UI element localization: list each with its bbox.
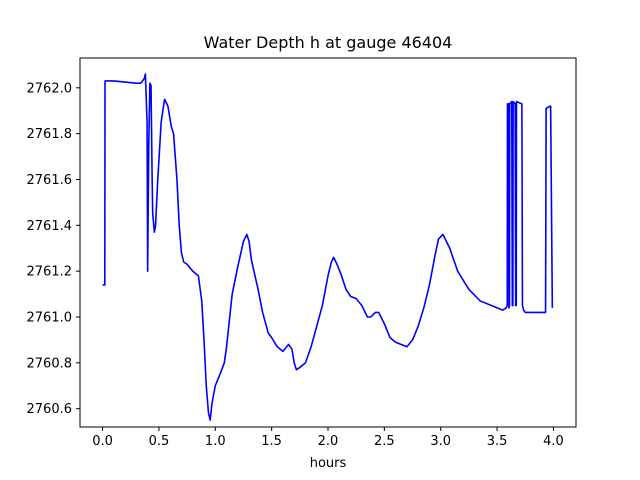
x-tick-label: 0.0 xyxy=(92,434,113,449)
axes-frame xyxy=(79,57,577,428)
x-axis-label: hours xyxy=(310,456,347,471)
x-tick-label: 2.0 xyxy=(318,434,339,449)
x-tick-label: 3.0 xyxy=(430,434,451,449)
x-tick-label: 1.5 xyxy=(261,434,282,449)
y-tick-label: 2762.0 xyxy=(27,81,73,96)
chart-title: Water Depth h at gauge 46404 xyxy=(204,33,453,52)
y-tick-label: 2761.6 xyxy=(27,173,73,188)
x-axis: 0.0 0.5 1.0 1.5 2.0 2.5 3.0 3.5 4.0 xyxy=(92,427,564,449)
x-tick-label: 4.0 xyxy=(543,434,564,449)
x-tick-label: 1.0 xyxy=(205,434,226,449)
y-tick-label: 2761.4 xyxy=(27,219,73,234)
y-axis: 2760.6 2760.8 2761.0 2761.2 2761.4 2761.6 2761… xyxy=(27,81,80,417)
x-tick-label: 2.5 xyxy=(374,434,395,449)
y-tick-label: 2761.2 xyxy=(27,265,73,280)
series-line-0 xyxy=(102,73,554,421)
x-tick-label: 3.5 xyxy=(487,434,508,449)
series-group xyxy=(102,73,554,421)
y-tick-label: 2760.6 xyxy=(27,402,73,417)
x-tick-label: 0.5 xyxy=(149,434,170,449)
y-tick-label: 2761.0 xyxy=(27,310,73,325)
plot-area xyxy=(79,57,577,428)
y-tick-label: 2760.8 xyxy=(27,356,73,371)
y-tick-label: 2761.8 xyxy=(27,127,73,142)
